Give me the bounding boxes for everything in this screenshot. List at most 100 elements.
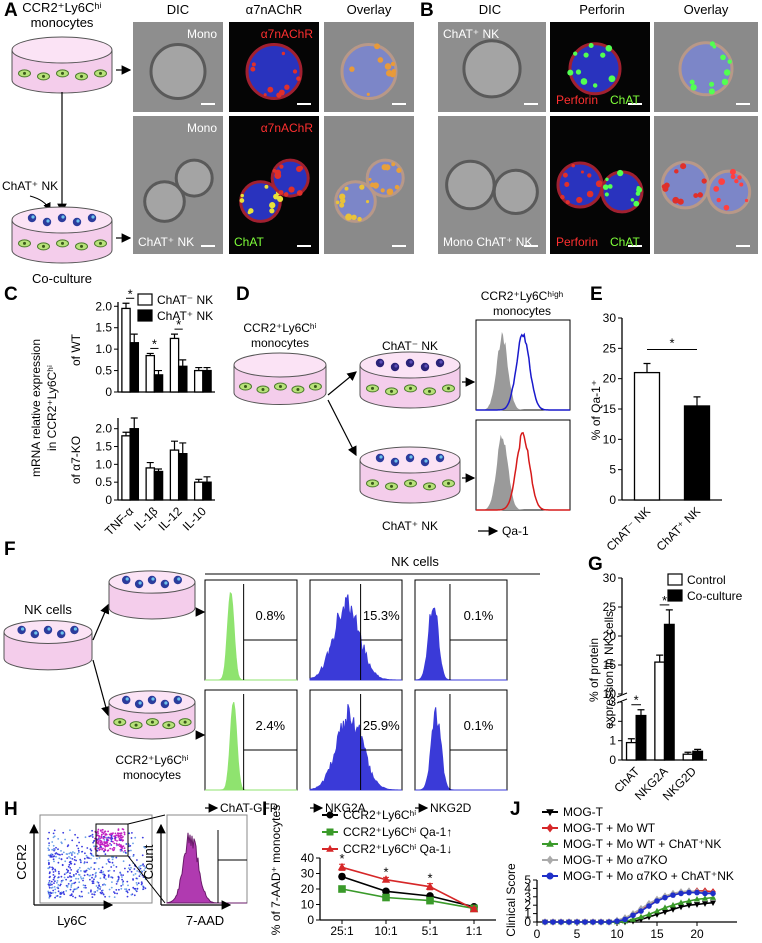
column-header: DIC [479, 2, 501, 17]
scatter-dot [72, 890, 75, 893]
scatter-dot [79, 876, 82, 878]
scatter-dot [93, 845, 95, 848]
stain-dot [564, 181, 570, 187]
marker [669, 907, 677, 913]
scatter-dot [134, 836, 137, 839]
scatter-dot [139, 867, 142, 870]
y-axis-title: % of protein [587, 638, 601, 702]
y-tick-label: 1.0 [95, 342, 112, 356]
scatter-dot [82, 877, 85, 880]
stain-dot [633, 200, 640, 207]
scatter-dot [117, 832, 119, 835]
histogram-sample [476, 431, 570, 511]
scatter-dot [96, 850, 99, 852]
scatter-dot [55, 846, 57, 849]
legend-label: CCR2⁺Ly6Cʰⁱ Qa-1↓ [343, 842, 452, 856]
gate [360, 584, 402, 680]
scatter-dot [103, 873, 106, 876]
marker [637, 913, 645, 920]
stain-dot [296, 165, 303, 173]
scatter-dot [109, 847, 112, 850]
bar [692, 750, 704, 761]
scatter-dot [134, 873, 137, 875]
scatter-dot [101, 833, 103, 836]
marker [661, 904, 669, 910]
x-tick-label: 5:1 [422, 924, 439, 938]
scatter-dot [66, 857, 69, 859]
scatter-dot [50, 887, 53, 889]
nk-nucleus [424, 364, 428, 368]
scatter-dot [52, 892, 54, 894]
monocyte-nucleus [134, 723, 138, 727]
scatter-dot [102, 837, 105, 840]
scatter-dot [56, 881, 58, 884]
scatter-dot [111, 876, 114, 879]
scatter-dot [118, 845, 121, 847]
scatter-dot [95, 871, 97, 874]
stain-dot [269, 202, 276, 209]
scatter-dot [52, 858, 55, 861]
monocyte-nucleus [80, 244, 83, 248]
scatter-dot [120, 848, 123, 851]
scatter-dot [86, 861, 88, 864]
stain-dot [250, 66, 256, 72]
axis-label: NKG2D [430, 801, 472, 815]
legend-label: MOG-T [563, 805, 604, 819]
scatter-dot [122, 874, 124, 876]
scatter-dot [110, 886, 113, 889]
scatter-dot [63, 873, 66, 876]
scatter-dot [58, 872, 60, 875]
scatter-dot [134, 889, 137, 892]
scatter-dot [117, 876, 120, 878]
scatter-dot [97, 828, 100, 831]
scatter-dot [99, 837, 102, 839]
scatter-dot [93, 868, 96, 870]
scatter-dot [120, 874, 123, 876]
monocyte-nucleus [428, 389, 431, 393]
bar [145, 354, 156, 393]
scatter-dot [63, 893, 66, 896]
scatter-dot [119, 850, 122, 852]
flow-histogram [166, 832, 247, 904]
scatter-dot [57, 848, 59, 851]
stain-dot [723, 69, 731, 76]
scatter-dot [74, 888, 77, 891]
marker [606, 919, 612, 925]
stain-dot [339, 202, 345, 208]
histogram-control [476, 434, 570, 510]
scatter-dot [47, 854, 50, 857]
marker [426, 896, 434, 905]
monocyte-nucleus [371, 386, 374, 390]
stain-dot [571, 163, 575, 168]
scatter-dot [132, 842, 134, 845]
marker [661, 909, 669, 916]
scatter-dot [49, 882, 52, 885]
scatter-dot [89, 874, 92, 877]
scatter-dot [130, 893, 133, 896]
scatter-dot [47, 859, 50, 862]
scatter-dot [54, 891, 57, 894]
stain-dot [617, 169, 624, 177]
scatter-dot [69, 888, 72, 891]
image-label: Perforin [556, 235, 598, 249]
scatter-dot [83, 874, 86, 877]
flow-histogram [415, 707, 507, 791]
y-tick-label: 2 [524, 898, 531, 912]
histogram-header: monocytes [493, 304, 551, 318]
cell [678, 41, 734, 97]
stain-dot [730, 174, 736, 180]
image-label: ChAT⁺ NK [138, 235, 194, 249]
scatter-dot [105, 836, 108, 839]
scatter-dot [113, 891, 115, 893]
marker [685, 902, 693, 909]
marker [662, 894, 668, 901]
scatter-dot [107, 874, 110, 877]
scatter-dot [70, 869, 73, 871]
flow-frame [204, 579, 298, 681]
column-header: Overlay [684, 2, 729, 17]
scatter-dot [70, 894, 73, 897]
scatter-dot [91, 829, 93, 832]
axis-label: CCR2 [14, 844, 29, 879]
scatter-dot [115, 842, 118, 845]
scatter-dot [86, 873, 89, 876]
